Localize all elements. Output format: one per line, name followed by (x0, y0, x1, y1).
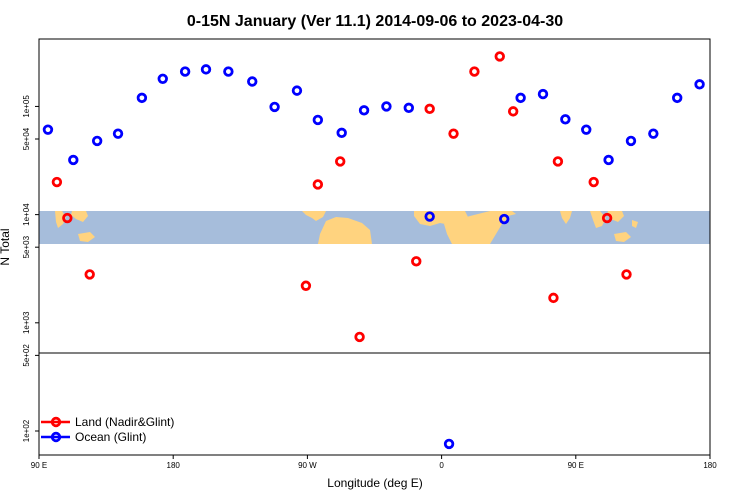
land-point (588, 176, 599, 188)
ocean-point (136, 92, 148, 104)
ocean-point (42, 124, 54, 135)
legend-label-land: Land (Nadir&Glint) (75, 415, 174, 429)
land-point (335, 156, 346, 167)
ocean-point (443, 438, 455, 450)
land-point (448, 128, 459, 139)
land-point (411, 256, 422, 267)
land-point (548, 292, 559, 304)
ocean-point (223, 66, 234, 77)
y-tick-label: 5e+02 (22, 344, 31, 367)
map-band (39, 211, 710, 244)
ocean-point (648, 128, 659, 139)
y-tick-label: 5e+04 (22, 127, 31, 150)
series-ocean (42, 64, 705, 450)
x-tick-label: 90 W (298, 461, 317, 470)
data-points (42, 51, 705, 450)
ocean-point (403, 102, 414, 114)
ocean-point (671, 92, 683, 104)
x-tick-label: 90 E (568, 461, 584, 470)
series-land (51, 51, 632, 343)
ocean-point (269, 101, 280, 113)
legend-label-ocean: Ocean (Glint) (75, 430, 146, 444)
y-axis: 1e+02 5e+02 1e+03 5e+03 1e+04 5e+04 1e+05 (22, 95, 39, 442)
y-tick-label: 1e+05 (22, 95, 31, 118)
legend-marker-land (50, 416, 62, 428)
legend-marker-ocean (50, 431, 62, 443)
ocean-point (247, 76, 258, 87)
land-point (51, 176, 63, 188)
y-tick-label: 1e+02 (22, 419, 31, 442)
land-point (621, 269, 632, 280)
ocean-point (560, 114, 571, 125)
ocean-point (694, 79, 705, 90)
ocean-point (603, 154, 614, 166)
land-point (312, 179, 324, 190)
ocean-point (581, 124, 592, 135)
ocean-point (200, 64, 212, 75)
x-tick-label: 180 (703, 461, 717, 470)
ocean-point (157, 73, 168, 85)
y-tick-label: 1e+04 (22, 203, 31, 226)
x-axis-label: Longitude (deg E) (327, 476, 422, 490)
ocean-point (499, 213, 510, 225)
x-axis: 90 E 180 90 W 0 90 E 180 (31, 455, 717, 470)
y-tick-label: 5e+03 (22, 235, 31, 258)
land-point (62, 212, 73, 224)
ocean-point (381, 101, 392, 112)
ocean-point (515, 92, 526, 104)
land-point (552, 156, 564, 167)
land-point (601, 212, 613, 224)
ocean-point (91, 135, 103, 147)
land-point (424, 103, 435, 115)
legend: Land (Nadir&Glint) Ocean (Glint) (41, 415, 174, 444)
ocean-point (68, 154, 79, 166)
ocean-point (625, 135, 637, 147)
ocean-point (291, 85, 303, 96)
land-point (494, 51, 505, 62)
y-axis-label: N Total (0, 228, 12, 265)
x-tick-label: 90 E (31, 461, 47, 470)
legend-entry-land: Land (Nadir&Glint) (41, 415, 174, 429)
ocean-point (112, 128, 124, 139)
chart-title: 0-15N January (Ver 11.1) 2014-09-06 to 2… (187, 13, 563, 30)
x-tick-label: 180 (167, 461, 181, 470)
ocean-point (312, 114, 324, 126)
land-point (354, 331, 365, 343)
land-point (300, 280, 312, 291)
land-point (469, 66, 480, 77)
ocean-point (537, 88, 549, 100)
land-point (507, 106, 519, 117)
ocean-point (336, 127, 347, 139)
x-tick-label: 0 (439, 461, 444, 470)
ocean-point (358, 105, 370, 116)
land-point (84, 269, 95, 280)
legend-entry-ocean: Ocean (Glint) (41, 430, 146, 444)
ocean-point (424, 211, 435, 222)
ocean-point (179, 66, 191, 77)
y-tick-label: 1e+03 (22, 311, 31, 334)
